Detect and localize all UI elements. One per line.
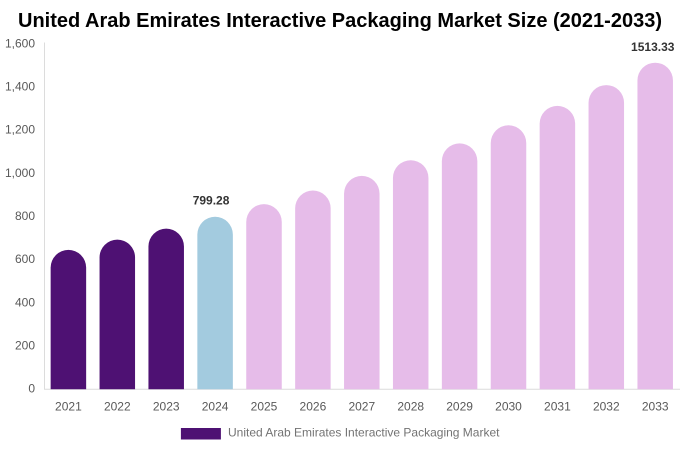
svg-text:799.28: 799.28 [193,194,230,208]
svg-text:2023: 2023 [153,400,180,414]
svg-text:600: 600 [15,252,35,266]
svg-text:2031: 2031 [544,400,571,414]
svg-text:800: 800 [15,209,35,223]
svg-text:2024: 2024 [202,400,229,414]
svg-text:United Arab Emirates Interacti: United Arab Emirates Interactive Packagi… [18,10,662,32]
svg-text:2022: 2022 [104,400,131,414]
svg-text:1,400: 1,400 [5,80,35,94]
svg-text:2030: 2030 [495,400,522,414]
svg-text:2027: 2027 [348,400,375,414]
svg-text:400: 400 [15,295,35,309]
svg-text:1,600: 1,600 [5,36,35,50]
svg-text:2029: 2029 [446,400,473,414]
svg-text:200: 200 [15,338,35,352]
svg-text:1,000: 1,000 [5,166,35,180]
svg-text:2033: 2033 [642,400,669,414]
svg-text:United Arab Emirates Interacti: United Arab Emirates Interactive Packagi… [228,426,500,440]
svg-text:2021: 2021 [55,400,82,414]
svg-text:1513.33: 1513.33 [631,40,675,54]
svg-text:1,200: 1,200 [5,123,35,137]
svg-text:2032: 2032 [593,400,620,414]
svg-text:2026: 2026 [300,400,327,414]
svg-text:0: 0 [28,382,35,396]
svg-text:2025: 2025 [251,400,278,414]
svg-text:2028: 2028 [397,400,424,414]
